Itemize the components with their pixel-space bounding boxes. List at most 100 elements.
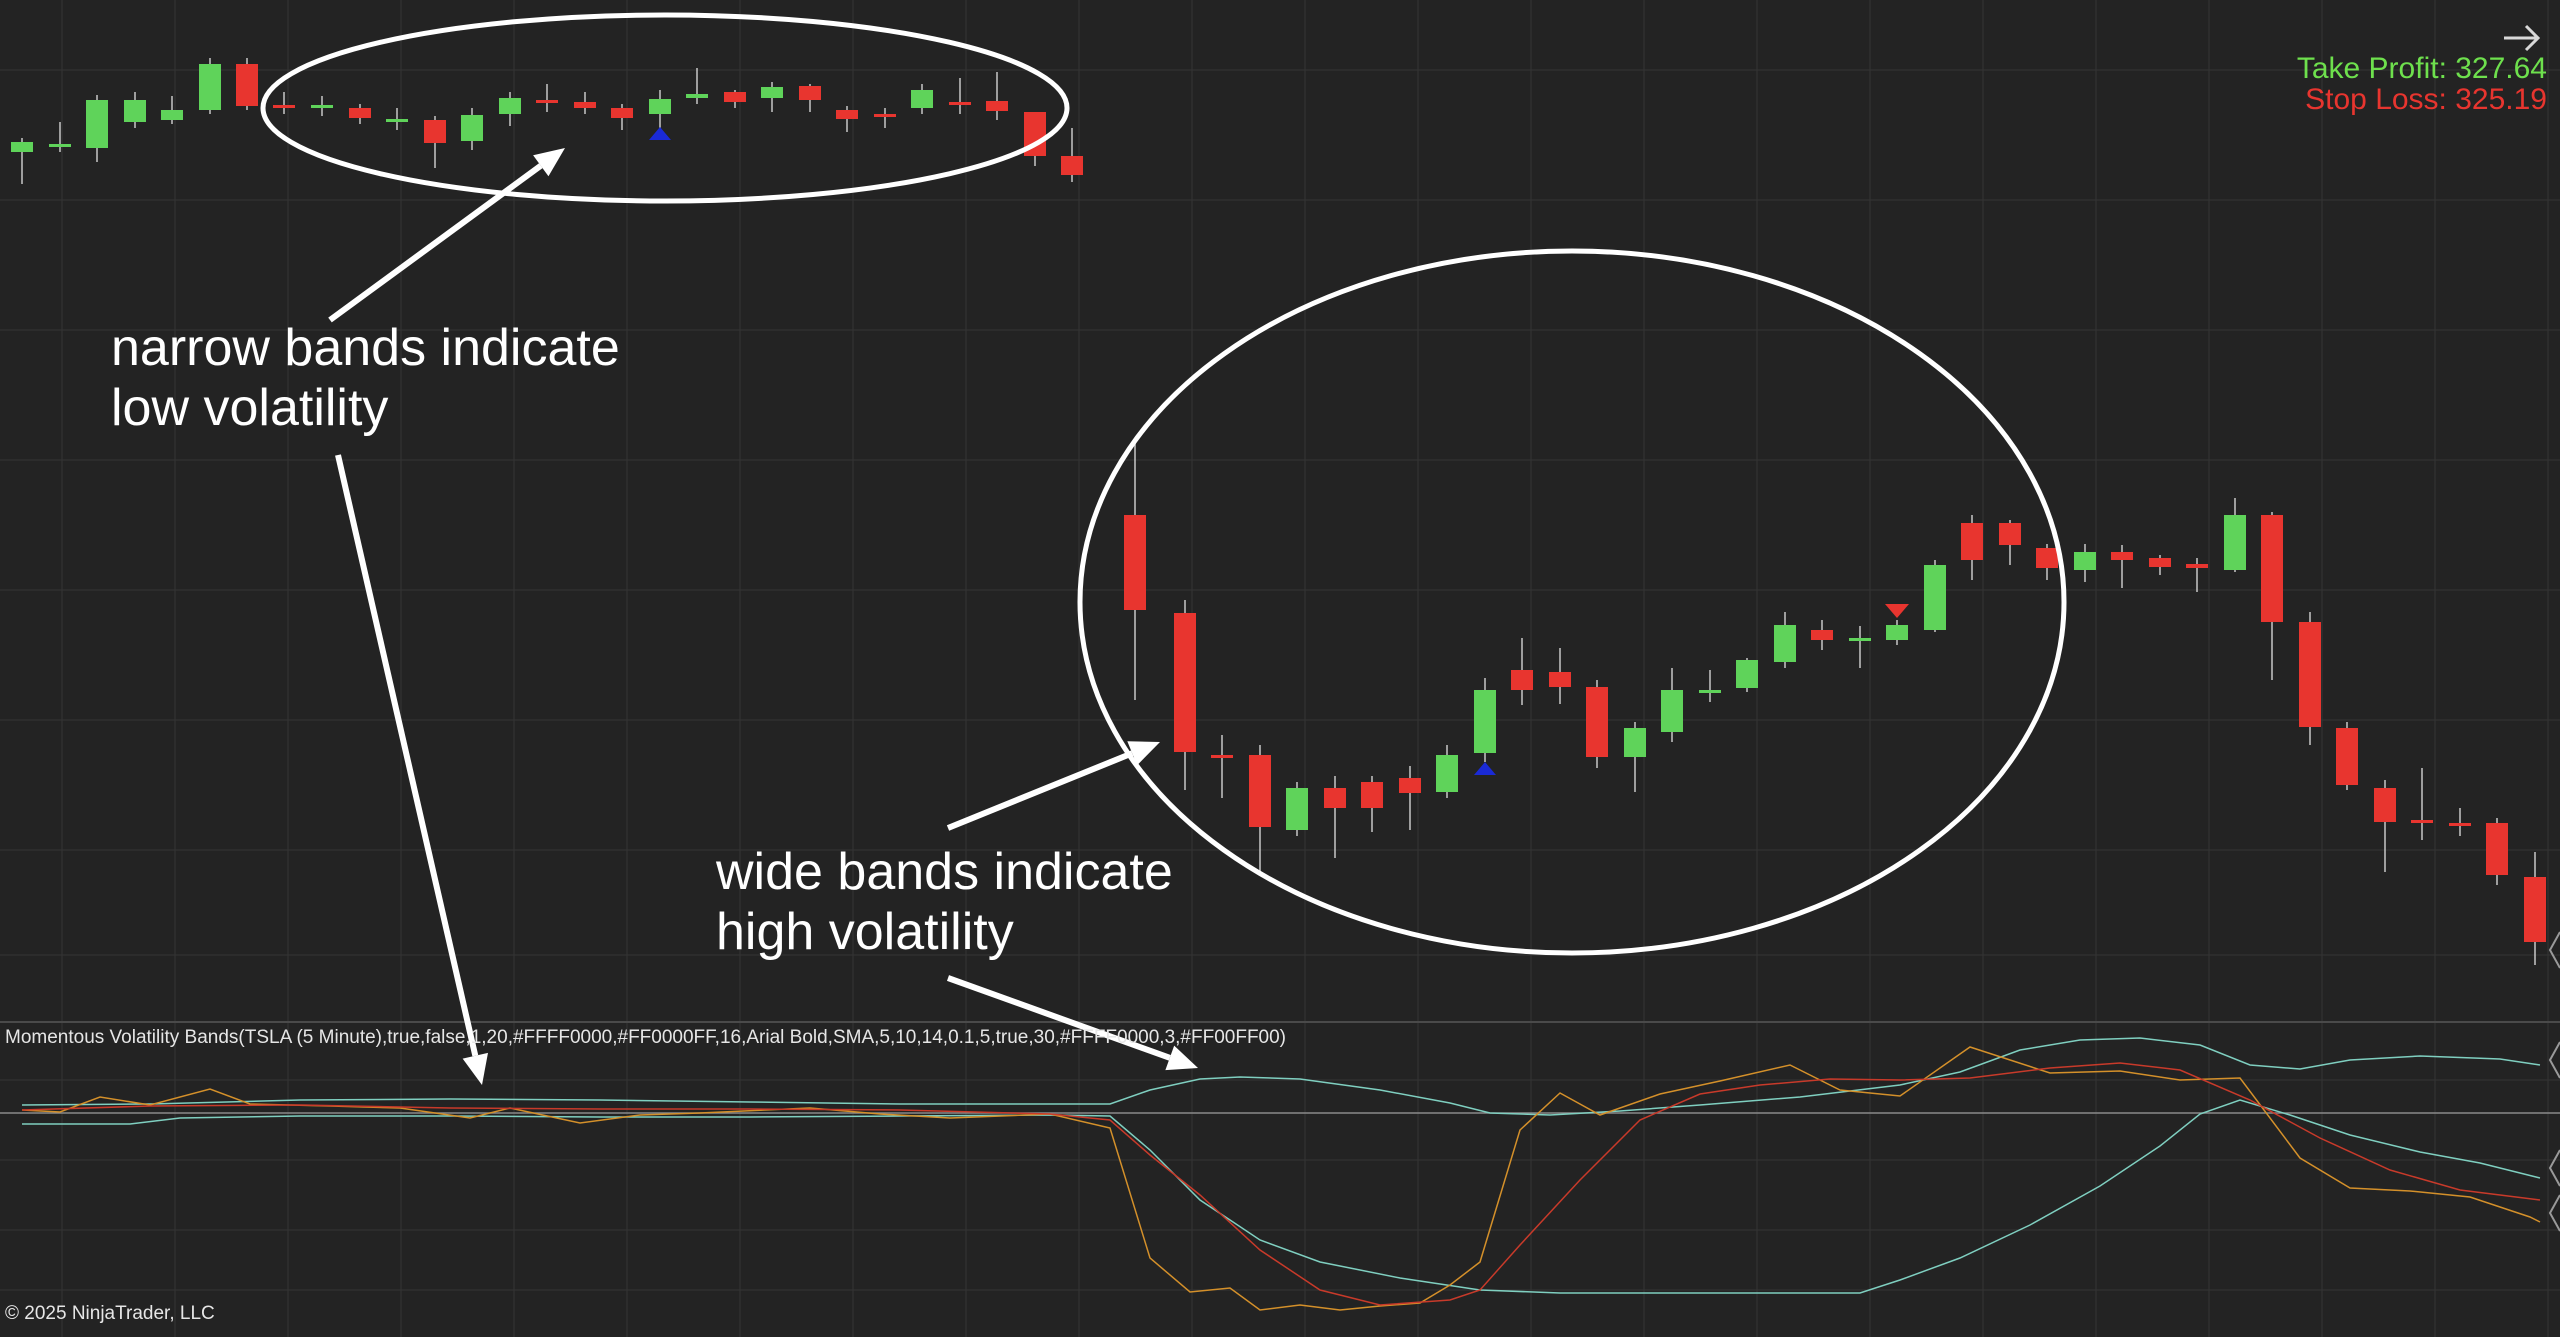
- candle-body: [611, 108, 633, 118]
- candle: [1661, 668, 1683, 742]
- arrow-head: [1165, 1045, 1198, 1071]
- candle: [649, 90, 671, 132]
- candle-body: [799, 86, 821, 100]
- take-profit-label: Take Profit: 327.64: [2296, 52, 2547, 85]
- candle-body: [1999, 523, 2021, 545]
- candle: [199, 58, 221, 114]
- candle-body: [2111, 552, 2133, 560]
- arrow-shaft: [328, 163, 543, 323]
- candle: [1549, 648, 1571, 704]
- candle: [1699, 670, 1721, 702]
- candle: [986, 72, 1008, 120]
- candle: [2449, 808, 2471, 836]
- panel-scroll-handles[interactable]: [2548, 931, 2560, 1232]
- narrow-bands-note: narrow bands indicate low volatility: [111, 318, 620, 438]
- wide-bands-note-line2: high volatility: [716, 903, 1014, 961]
- candle-body: [2261, 515, 2283, 622]
- candle-body: [1736, 660, 1758, 688]
- candle: [1961, 515, 1983, 580]
- candle-body: [724, 92, 746, 102]
- candle-body: [1474, 690, 1496, 753]
- candle-body: [273, 105, 295, 108]
- scroll-handle-icon[interactable]: [2548, 931, 2560, 969]
- candle-body: [2449, 823, 2471, 826]
- candle-body: [2336, 728, 2358, 785]
- signal-markers: [649, 127, 1909, 775]
- narrow-to-indicator-arrow: [335, 454, 488, 1085]
- candle: [2111, 545, 2133, 588]
- arrow-head: [462, 1052, 488, 1085]
- candle-body: [1436, 755, 1458, 792]
- candle-body: [386, 119, 408, 122]
- candle-body: [161, 110, 183, 120]
- candle: [1124, 442, 1146, 700]
- candle-body: [2411, 820, 2433, 823]
- candle: [2336, 722, 2358, 790]
- candle: [1624, 722, 1646, 792]
- upper-band-line: [21, 1037, 2541, 1116]
- candle-body: [1399, 778, 1421, 793]
- candle: [311, 96, 333, 116]
- arrow-head: [533, 148, 565, 177]
- candle-body: [499, 98, 521, 114]
- candle-body: [1061, 156, 1083, 175]
- candle: [2074, 544, 2096, 582]
- indicator-lines: [21, 1037, 2541, 1311]
- candle: [2374, 780, 2396, 872]
- candle-body: [1886, 625, 1908, 640]
- candle: [273, 92, 295, 114]
- arrow-shaft: [335, 454, 479, 1057]
- candle: [424, 116, 446, 168]
- candle: [1174, 600, 1196, 790]
- candle: [1924, 560, 1946, 632]
- wide-to-indicator-arrow: [946, 975, 1198, 1071]
- candle: [1361, 776, 1383, 832]
- candle: [461, 108, 483, 150]
- candle-body: [199, 64, 221, 110]
- candle-body: [1361, 782, 1383, 808]
- scroll-handle-icon[interactable]: [2548, 1194, 2560, 1232]
- candle-body: [686, 94, 708, 98]
- candle-body: [2486, 823, 2508, 875]
- candle: [761, 82, 783, 112]
- candle: [1061, 128, 1083, 182]
- candle-body: [2186, 564, 2208, 568]
- candle-body: [349, 108, 371, 118]
- candle: [1849, 626, 1871, 668]
- candle-body: [574, 102, 596, 108]
- candle-body: [2374, 788, 2396, 822]
- candle: [1324, 776, 1346, 858]
- candle: [1736, 658, 1758, 692]
- right-arrow-icon[interactable]: [2500, 18, 2544, 58]
- wide-to-ellipse-arrow: [946, 741, 1160, 831]
- candle-body: [1624, 728, 1646, 757]
- scroll-handle-icon[interactable]: [2548, 1149, 2560, 1187]
- candle: [161, 96, 183, 124]
- arrow-shaft: [946, 750, 1134, 831]
- momentum-line: [21, 1046, 2541, 1311]
- candle: [1774, 612, 1796, 668]
- candle-body: [1286, 788, 1308, 830]
- candle: [911, 84, 933, 114]
- candle-body: [836, 110, 858, 119]
- candle: [836, 106, 858, 132]
- candle-body: [1511, 670, 1533, 690]
- candle-body: [1924, 565, 1946, 630]
- candle: [2486, 818, 2508, 885]
- candle-body: [1849, 638, 1871, 641]
- candle-body: [1324, 788, 1346, 808]
- wide-bands-note-line1: wide bands indicate: [716, 843, 1173, 901]
- candle: [2224, 498, 2246, 572]
- candle-body: [1211, 755, 1233, 758]
- candle-body: [1174, 613, 1196, 752]
- candle-body: [2524, 877, 2546, 942]
- candle-body: [874, 114, 896, 117]
- candle: [1586, 680, 1608, 768]
- candle-body: [1774, 625, 1796, 662]
- candle: [2524, 852, 2546, 965]
- candle-body: [911, 90, 933, 108]
- scroll-handle-icon[interactable]: [2548, 1041, 2560, 1079]
- candle: [574, 92, 596, 114]
- candle: [386, 108, 408, 130]
